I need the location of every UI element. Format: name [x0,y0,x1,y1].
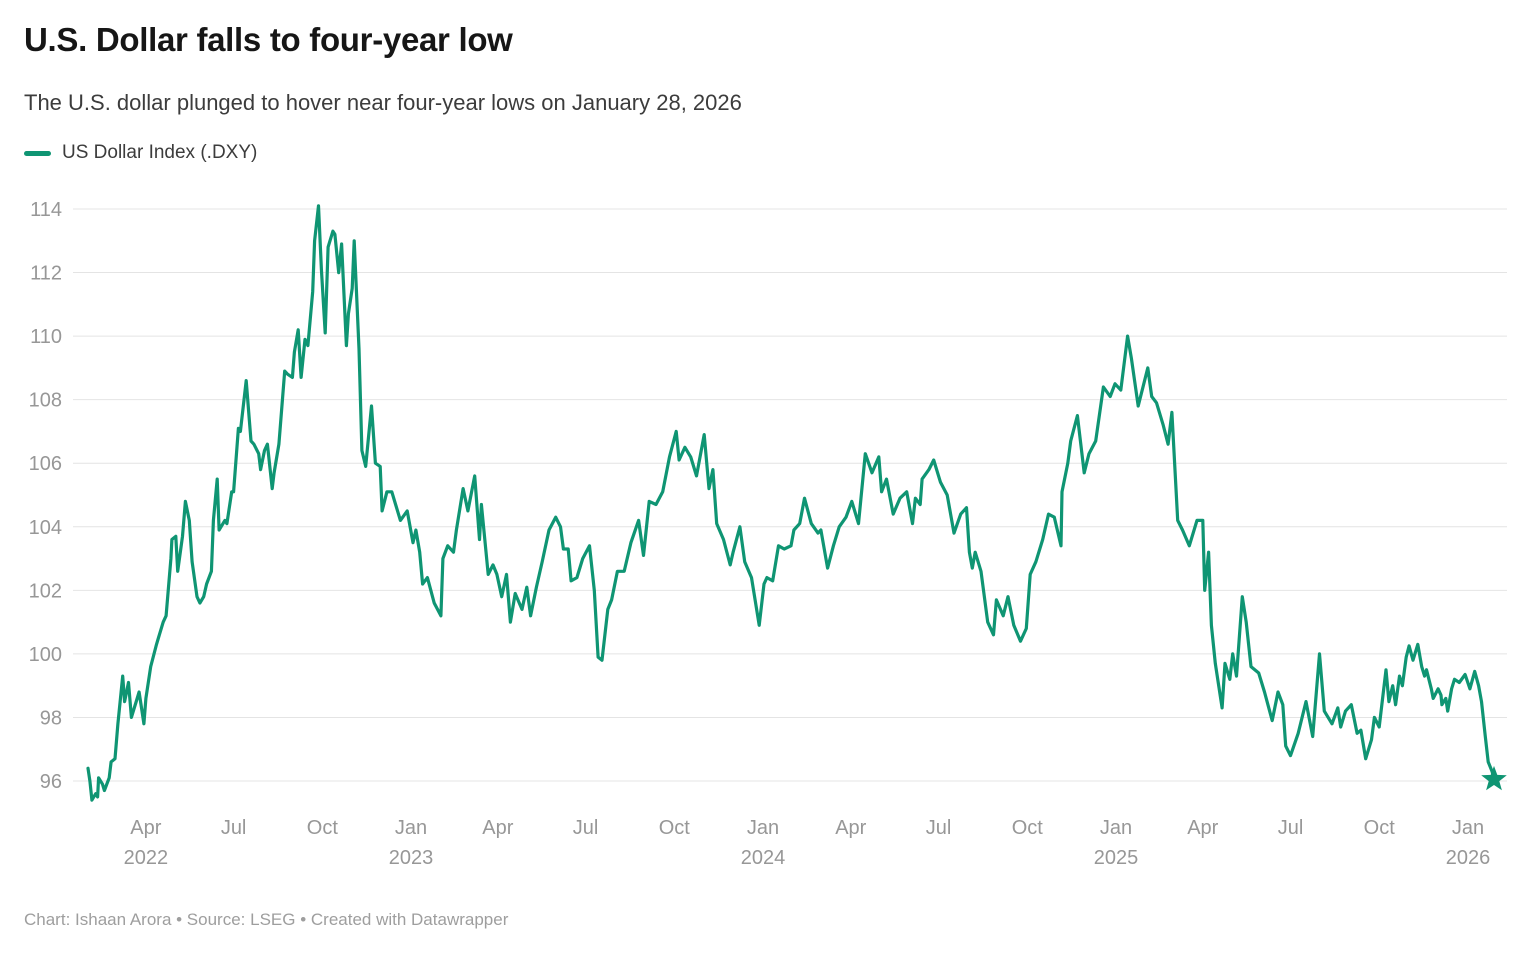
x-tick-label: Apr [835,817,866,839]
latest-value-star-marker [1481,765,1507,791]
x-tick-label: Jul [221,817,247,839]
gridlines [73,208,1507,782]
x-tick-label: Jan [1100,817,1132,839]
x-tick-label: Jul [1278,817,1304,839]
x-tick-label: Oct [1364,817,1396,839]
x-axis-labels: Apr 2022 Jul Oct Jan 2023 Apr Jul Oct Jan 2024 Apr J… [124,817,1491,869]
legend-series-label: US Dollar Index (.DXY) [62,142,258,164]
x-tick-label: Jan [395,817,427,839]
x-tick-year-label: 2026 [1446,847,1491,869]
x-tick-year-label: 2024 [741,847,786,869]
y-tick-label: 104 [29,517,62,539]
x-tick-label: Jul [926,817,952,839]
attribution-footer: Chart: Ishaan Arora • Source: LSEG • Cre… [24,910,509,929]
x-tick-label: Oct [659,817,691,839]
x-tick-label: Apr [1187,817,1218,839]
y-tick-label: 102 [29,580,62,602]
x-tick-label: Oct [307,817,339,839]
legend: US Dollar Index (.DXY) [24,142,1512,164]
y-tick-label: 108 [29,390,62,412]
x-tick-label: Jul [573,817,599,839]
x-tick-year-label: 2023 [389,847,434,869]
y-tick-label: 98 [40,707,62,729]
chart-header: U.S. Dollar falls to four-year low The U… [24,20,1512,164]
x-tick-label: Apr [130,817,161,839]
x-tick-label: Jan [1452,817,1484,839]
x-tick-year-label: 2025 [1094,847,1139,869]
legend-line-swatch [24,150,51,156]
x-tick-label: Oct [1012,817,1044,839]
dxy-series-line [86,204,1496,802]
y-tick-label: 114 [30,199,62,221]
y-tick-label: 110 [30,326,62,348]
x-tick-label: Apr [482,817,513,839]
chart-title: U.S. Dollar falls to four-year low [24,21,513,58]
x-tick-label: Jan [747,817,779,839]
y-tick-label: 106 [29,453,62,475]
y-tick-label: 100 [29,644,62,666]
y-tick-label: 112 [30,263,62,285]
x-tick-year-label: 2022 [124,847,169,869]
y-axis-labels: 96 98 100 102 104 106 108 110 112 114 [29,199,62,793]
y-tick-label: 96 [40,771,62,793]
chart-subtitle: The U.S. dollar plunged to hover near fo… [24,89,742,115]
